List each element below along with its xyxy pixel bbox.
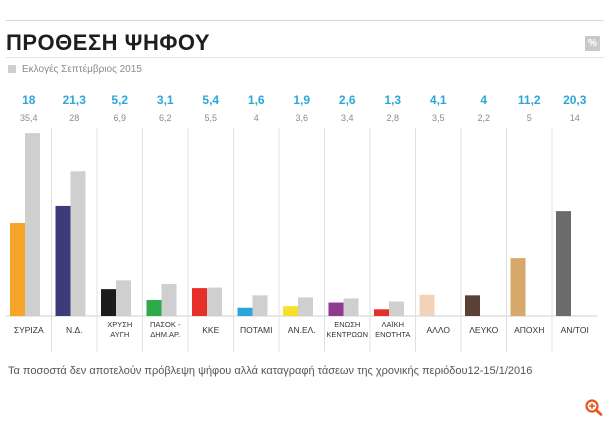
previous-value-label: 2,8 (386, 113, 399, 123)
category-label: ΑΥΓΗ (110, 330, 129, 339)
category-label: ΕΝΩΣΗ (334, 320, 360, 329)
category-label: ΑΠΟΧΗ (514, 325, 544, 335)
legend-swatch (8, 65, 16, 73)
category-label: ΚΚΕ (202, 325, 219, 335)
chart-title: ΠΡΟΘΕΣΗ ΨΗΦΟΥ (6, 30, 211, 55)
category-label: ΧΡΥΣΗ (107, 320, 132, 329)
bar-current (10, 223, 25, 316)
category-label: ΕΝΟΤΗΤΑ (375, 330, 410, 339)
bar-previous (343, 298, 359, 316)
value-label: 11,2 (518, 93, 541, 107)
bar-previous (116, 280, 131, 316)
bar-current (510, 258, 526, 316)
bar-current (556, 211, 571, 316)
value-label: 4 (480, 93, 487, 107)
previous-value-label: 3,5 (432, 113, 445, 123)
previous-value-label: 3,4 (341, 113, 354, 123)
previous-value-label: 2,2 (477, 113, 490, 123)
category-label: Ν.Δ. (66, 325, 83, 335)
bar-current (192, 288, 207, 316)
bar-current (237, 307, 253, 316)
bar-previous (252, 295, 268, 316)
legend: Εκλογές Σεπτέμβριος 2015 (8, 64, 142, 75)
value-label: 2,6 (339, 93, 356, 107)
bar-current (55, 205, 71, 316)
bar-previous (207, 287, 222, 316)
bar-current (101, 289, 116, 316)
percent-icon: % (585, 36, 600, 51)
value-label: 18 (22, 93, 36, 107)
previous-value-label: 4 (254, 113, 259, 123)
value-label: 1,9 (293, 93, 310, 107)
category-label: ΚΕΝΤΡΩΩΝ (326, 330, 368, 339)
category-label: ΔΗΜ.ΑΡ. (150, 330, 180, 339)
bar-current (146, 299, 162, 316)
category-label: ΑΝ.ΕΛ. (288, 325, 316, 335)
previous-value-label: 5 (527, 113, 532, 123)
previous-value-label: 3,6 (295, 113, 308, 123)
footnote: Τα ποσοστά δεν αποτελούν πρόβλεψη ψήφου … (8, 365, 533, 377)
value-label: 5,2 (111, 93, 128, 107)
previous-value-label: 6,9 (113, 113, 126, 123)
title-divider (6, 57, 604, 58)
category-label: ΛΑΪΚΗ (381, 320, 404, 329)
previous-value-label: 35,4 (20, 113, 38, 123)
previous-value-label: 5,5 (204, 113, 217, 123)
bar-current (465, 295, 480, 316)
previous-value-label: 28 (69, 113, 79, 123)
bar-previous (298, 297, 313, 316)
zoom-icon[interactable] (583, 398, 605, 416)
value-label: 1,3 (384, 93, 401, 107)
value-label: 1,6 (248, 93, 265, 107)
bar-current (374, 309, 389, 316)
category-label: ΛΕΥΚΟ (469, 325, 498, 335)
category-label: ΠΟΤΑΜΙ (240, 325, 272, 335)
category-label: ΣΥΡΙΖΑ (14, 325, 44, 335)
value-label: 5,4 (202, 93, 219, 107)
bar-previous (389, 301, 404, 316)
previous-value-label: 14 (570, 113, 580, 123)
legend-label: Εκλογές Σεπτέμβριος 2015 (22, 64, 142, 75)
category-label: ΑΝ/ΤΟΙ (561, 325, 589, 335)
value-label: 20,3 (563, 93, 587, 107)
value-label: 4,1 (430, 93, 447, 107)
bar-previous (70, 171, 86, 316)
bar-current (328, 302, 344, 316)
bar-previous (161, 283, 177, 316)
bar-current (419, 294, 435, 316)
bar-current (283, 306, 298, 316)
top-divider (6, 20, 604, 21)
bar-previous (25, 133, 40, 316)
category-label: ΑΛΛΟ (427, 325, 451, 335)
category-label: ΠΑΣΟΚ - (150, 320, 181, 329)
previous-value-label: 6,2 (159, 113, 172, 123)
value-label: 3,1 (157, 93, 174, 107)
value-label: 21,3 (63, 93, 87, 107)
